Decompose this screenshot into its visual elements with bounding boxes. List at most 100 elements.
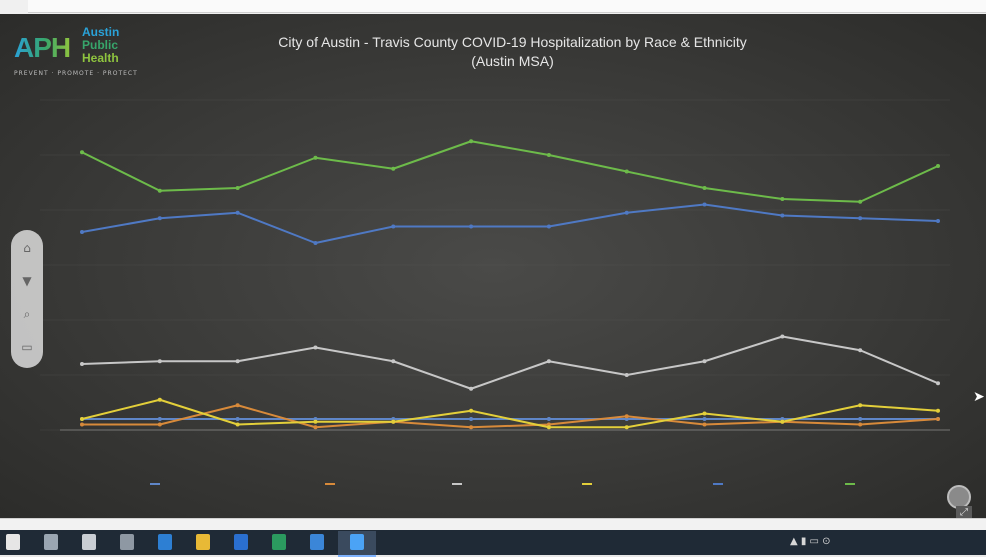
data-point[interactable] xyxy=(702,186,707,190)
logo-tagline: PREVENT · PROMOTE · PROTECT xyxy=(14,70,138,77)
data-point[interactable] xyxy=(780,417,785,421)
data-point[interactable] xyxy=(80,422,84,427)
data-point[interactable] xyxy=(546,359,551,364)
home-icon[interactable]: ⌂ xyxy=(23,241,31,255)
data-point[interactable] xyxy=(469,417,474,421)
data-point[interactable] xyxy=(313,419,318,424)
data-point[interactable] xyxy=(157,422,162,427)
data-point[interactable] xyxy=(157,188,162,193)
series-line-2[interactable] xyxy=(81,335,939,390)
data-point[interactable] xyxy=(313,155,318,160)
filter-icon[interactable]: ▼ xyxy=(22,274,32,288)
data-point[interactable] xyxy=(702,422,707,427)
data-point[interactable] xyxy=(157,417,162,421)
data-point[interactable] xyxy=(157,359,162,364)
data-point[interactable] xyxy=(313,417,318,421)
start-icon[interactable] xyxy=(6,534,20,550)
data-point[interactable] xyxy=(780,197,785,201)
data-point[interactable] xyxy=(235,210,240,215)
data-point[interactable] xyxy=(624,414,629,419)
data-point[interactable] xyxy=(546,417,551,421)
series-line-5[interactable] xyxy=(81,140,939,203)
data-point[interactable] xyxy=(858,348,863,353)
data-point[interactable] xyxy=(780,334,785,339)
teams-icon[interactable] xyxy=(310,534,324,550)
data-point[interactable] xyxy=(858,403,863,408)
chart-toolbar: ⌂ ▼ ⌕ ▭ xyxy=(11,230,43,368)
search-icon[interactable] xyxy=(44,534,58,550)
data-point[interactable] xyxy=(546,425,551,430)
data-point[interactable] xyxy=(702,202,707,207)
task-view-icon[interactable] xyxy=(82,534,96,550)
active-app-icon[interactable] xyxy=(350,534,364,550)
data-point[interactable] xyxy=(624,417,629,421)
data-point[interactable] xyxy=(858,417,863,421)
data-point[interactable] xyxy=(391,224,396,229)
data-point[interactable] xyxy=(80,150,84,155)
data-point[interactable] xyxy=(469,425,474,430)
series-line-3[interactable] xyxy=(81,398,939,429)
logo-line-1: Austin xyxy=(82,25,120,39)
browser-top-bar xyxy=(0,0,986,14)
data-point[interactable] xyxy=(702,417,707,421)
data-point[interactable] xyxy=(936,408,940,413)
data-point[interactable] xyxy=(858,422,863,427)
data-point[interactable] xyxy=(235,417,240,421)
data-point[interactable] xyxy=(546,422,551,427)
data-point[interactable] xyxy=(469,224,474,229)
data-point[interactable] xyxy=(936,164,940,168)
chart-title: City of Austin - Travis County COVID-19 … xyxy=(278,34,747,50)
data-point[interactable] xyxy=(936,417,940,421)
folder-icon[interactable] xyxy=(196,534,210,550)
series-line-1[interactable] xyxy=(82,404,939,429)
excel-icon[interactable] xyxy=(272,534,286,550)
data-point[interactable] xyxy=(469,139,474,144)
data-point[interactable] xyxy=(235,186,240,190)
data-point[interactable] xyxy=(624,425,629,430)
data-point[interactable] xyxy=(702,359,707,364)
mail-icon[interactable] xyxy=(234,534,248,550)
data-point[interactable] xyxy=(157,216,162,221)
data-point[interactable] xyxy=(702,411,707,416)
aph-logo: APH Austin Public Health PREVENT · PROMO… xyxy=(12,26,147,80)
data-point[interactable] xyxy=(469,386,474,391)
windows-taskbar xyxy=(0,530,986,555)
data-point[interactable] xyxy=(313,425,318,430)
system-tray[interactable]: ▲ ▮ ▭ ⊙ xyxy=(790,536,831,547)
zoom-icon[interactable]: ⌕ xyxy=(23,307,31,321)
data-point[interactable] xyxy=(235,422,240,427)
dashboard-canvas xyxy=(0,14,986,518)
expand-icon[interactable]: ⤢ xyxy=(956,506,972,520)
data-point[interactable] xyxy=(157,397,162,402)
data-point[interactable] xyxy=(391,359,396,364)
data-point[interactable] xyxy=(624,169,629,174)
data-point[interactable] xyxy=(391,417,396,421)
data-point[interactable] xyxy=(858,199,863,204)
data-point[interactable] xyxy=(313,241,318,245)
comment-icon[interactable]: ▭ xyxy=(21,340,33,354)
data-point[interactable] xyxy=(80,230,84,234)
data-point[interactable] xyxy=(624,373,629,377)
data-point[interactable] xyxy=(469,408,474,413)
scroll-indicator[interactable] xyxy=(947,485,971,509)
browser-icon[interactable] xyxy=(158,534,172,550)
series-line-4[interactable] xyxy=(81,203,939,244)
data-point[interactable] xyxy=(936,381,940,386)
data-point[interactable] xyxy=(391,419,396,424)
data-point[interactable] xyxy=(313,345,318,350)
data-point[interactable] xyxy=(391,166,396,171)
data-point[interactable] xyxy=(235,359,240,364)
data-point[interactable] xyxy=(80,417,84,421)
data-point[interactable] xyxy=(780,213,785,218)
data-point[interactable] xyxy=(546,224,551,229)
browser-top-edge xyxy=(28,0,986,13)
data-point[interactable] xyxy=(780,419,785,424)
data-point[interactable] xyxy=(624,210,629,215)
data-point[interactable] xyxy=(80,362,84,366)
data-point[interactable] xyxy=(546,153,551,157)
store-icon[interactable] xyxy=(120,534,134,550)
data-point[interactable] xyxy=(858,216,863,221)
data-point[interactable] xyxy=(235,403,240,408)
logo-line-3: Health xyxy=(82,51,119,65)
data-point[interactable] xyxy=(936,219,940,223)
